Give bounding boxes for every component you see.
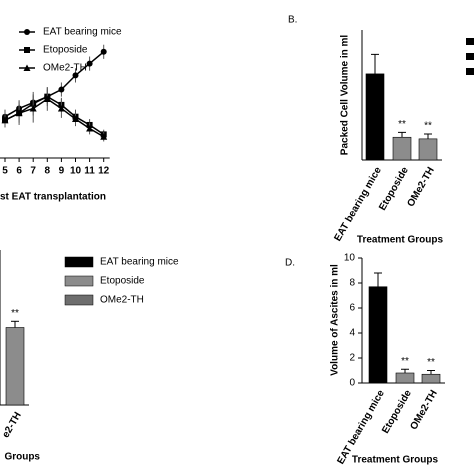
x-tick-label: 8: [45, 166, 51, 177]
x-axis-label: Treatment Groups: [352, 455, 439, 466]
y-tick-label: 2: [349, 353, 355, 364]
point: [29, 104, 37, 112]
x-tick-label: e2-TH: [0, 410, 23, 440]
legend-swatch: [64, 275, 94, 287]
bar: [365, 73, 385, 161]
x-tick-label: 9: [59, 166, 65, 177]
x-tick-label: 12: [98, 166, 110, 177]
panel-title: B.: [288, 15, 297, 26]
bar: [395, 372, 415, 384]
x-axis-label: st EAT transplantation: [0, 192, 106, 203]
point: [43, 95, 51, 102]
x-tick-label: 6: [16, 166, 22, 177]
point: [86, 125, 94, 132]
point: [58, 86, 65, 93]
bar: [368, 286, 388, 384]
annotation: **: [424, 121, 432, 132]
y-axis-label: Volume of Ascites in ml: [330, 264, 341, 376]
x-axis-label: Treatment Groups: [357, 235, 444, 246]
annotation: **: [398, 119, 406, 130]
legend-label: EAT bearing mice: [43, 27, 122, 38]
bar: [421, 373, 441, 384]
legend-label: Etoposide: [100, 276, 145, 287]
point: [57, 104, 65, 112]
panel-title: D.: [285, 258, 295, 269]
bar: [392, 136, 412, 161]
x-tick-label: 5: [2, 166, 8, 177]
point: [86, 60, 93, 67]
legend-marker: [24, 47, 30, 53]
y-tick-label: 8: [349, 278, 355, 289]
legend-label: OMe2-TH: [100, 295, 144, 306]
point: [1, 116, 9, 124]
x-tick-label: EAT bearing mice: [332, 165, 384, 243]
legend-marker: [23, 64, 31, 71]
annotation: **: [11, 308, 19, 319]
point: [72, 72, 79, 79]
y-tick-label: 6: [349, 303, 355, 314]
x-axis-label: Groups: [4, 452, 40, 463]
legend-label: OMe2-TH: [43, 63, 87, 74]
legend-swatch: [64, 256, 94, 268]
legend-marker: [24, 29, 30, 35]
bar: [418, 138, 438, 161]
x-tick-label: 7: [30, 166, 36, 177]
annotation: **: [427, 357, 435, 368]
series-line: [4, 98, 105, 138]
annotation: **: [401, 356, 409, 367]
legend-swatch: [466, 38, 474, 45]
x-tick-label: 10: [70, 166, 82, 177]
y-axis-label: Packed Cell Volume in ml: [340, 35, 351, 156]
y-tick-label: 4: [349, 328, 355, 339]
legend-swatch: [64, 294, 94, 306]
y-tick-label: 0: [349, 378, 355, 389]
y-tick-label: 10: [344, 253, 356, 264]
legend-label: EAT bearing mice: [100, 257, 179, 268]
legend-swatch: [466, 53, 474, 60]
x-tick-label: 11: [84, 166, 95, 177]
point: [15, 109, 23, 117]
point: [100, 48, 107, 55]
legend-label: Etoposide: [43, 45, 88, 56]
legend-swatch: [466, 68, 474, 75]
point: [72, 115, 79, 123]
bar: [5, 327, 25, 406]
point: [100, 133, 108, 140]
